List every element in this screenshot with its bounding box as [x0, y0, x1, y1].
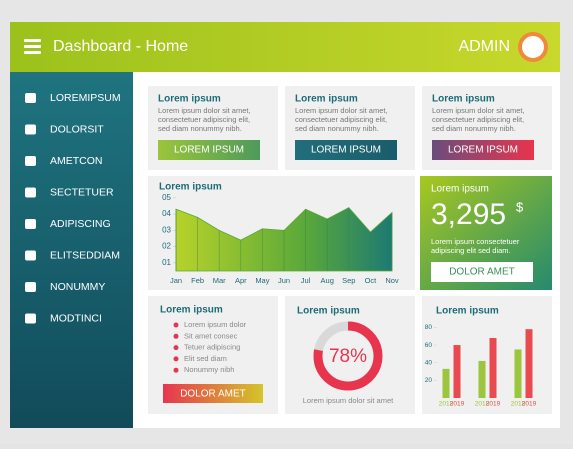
card-text: Lorem ipsum dolor sit amet, [295, 106, 388, 115]
card-text: sed diam nonummy nibh. [295, 124, 379, 133]
card-title: Lorem ipsum [158, 94, 221, 105]
x-tick-label: Nov [385, 276, 399, 285]
gauge-card [285, 296, 415, 414]
menu-item[interactable]: ELITSEDDIAM [50, 249, 120, 261]
y-tick-label: 04 [162, 209, 171, 218]
stat-button-label[interactable]: DOLOR AMET [449, 267, 515, 278]
avatar[interactable] [518, 32, 548, 62]
card-title: Lorem ipsum [295, 94, 358, 105]
menu-icon [25, 93, 36, 103]
list-bullet [173, 345, 179, 351]
list-item: Nonummy nibh [184, 365, 234, 374]
list-button-label[interactable]: DOLOR AMET [180, 389, 246, 400]
y-tick-label: 40 [425, 359, 433, 366]
list-item: Sit amet consec [184, 331, 238, 340]
stat-unit: $ [516, 199, 524, 214]
x-tick-label: Sep [342, 276, 355, 285]
x-tick-label: 2018 [511, 401, 526, 408]
card-text: sed diam nonummy nibh. [432, 124, 516, 133]
card-text: consectetuer adipiscing elit, [158, 115, 250, 124]
y-tick-label: 02 [162, 242, 171, 251]
card-button[interactable] [158, 140, 260, 160]
bar [489, 338, 497, 398]
x-tick-label: 2019 [486, 401, 501, 408]
card-button-label[interactable]: LOREM IPSUM [311, 145, 381, 156]
menu-item[interactable]: ADIPISCING [50, 218, 111, 230]
menu-icon[interactable] [24, 39, 41, 54]
list-bullet [173, 367, 179, 373]
stat-button[interactable] [431, 262, 533, 282]
stat-title: Lorem ipsum [431, 184, 489, 195]
gauge-arc [313, 321, 383, 391]
chart-title: Lorem ipsum [436, 306, 499, 317]
card-button-label[interactable]: LOREM IPSUM [174, 145, 244, 156]
list-item: Lorem ipsum dolor [184, 320, 247, 329]
gauge-label: 78% [329, 346, 367, 367]
menu-item[interactable]: NONUMMY [50, 281, 105, 293]
bar [478, 360, 486, 398]
list-bullet [173, 333, 179, 339]
chart-title: Lorem ipsum [159, 182, 222, 193]
card-title: Lorem ipsum [432, 94, 495, 105]
x-tick-label: 2018 [439, 401, 454, 408]
menu-icon [25, 124, 36, 135]
x-tick-label: Oct [365, 276, 378, 285]
x-tick-label: Feb [191, 276, 204, 285]
card-button[interactable] [432, 140, 534, 160]
menu-icon [25, 250, 36, 261]
bar [453, 345, 461, 398]
stat-text: Lorem ipsum consectetuer [431, 237, 520, 246]
list-button[interactable] [163, 384, 263, 403]
y-tick-label: 05 [162, 193, 171, 202]
card-button-label[interactable]: LOREM IPSUM [448, 145, 518, 156]
x-tick-label: Apr [235, 276, 247, 285]
menu-icon [25, 313, 36, 324]
menu-item[interactable]: LOREMIPSUM [50, 92, 121, 104]
x-tick-label: Aug [321, 276, 334, 285]
list-title: Lorem ipsum [160, 305, 223, 316]
x-tick-label: 2018 [475, 401, 490, 408]
y-tick-label: 60 [425, 342, 433, 349]
bar [514, 349, 522, 398]
menu-item[interactable]: SECTETUER [50, 186, 114, 198]
menu-icon [25, 282, 36, 292]
menu-item[interactable]: DOLORSIT [50, 123, 104, 135]
x-tick-label: Jul [301, 276, 311, 285]
menu-icon [25, 156, 36, 166]
menu-icon [25, 187, 36, 198]
card-text: Lorem ipsum dolor sit amet, [158, 106, 251, 115]
list-bullet [173, 322, 179, 328]
header [10, 22, 560, 72]
gauge-caption: Lorem ipsum dolor sit amet [303, 396, 394, 405]
chart-title: Lorem ipsum [297, 306, 360, 317]
card-text: consectetuer adipiscing elit, [432, 115, 524, 124]
list-item: Tetuer adipiscing [184, 343, 240, 352]
list-bullet [173, 356, 179, 362]
card-button[interactable] [295, 140, 397, 160]
x-tick-label: Jan [170, 276, 182, 285]
x-tick-label: 2019 [522, 401, 537, 408]
x-tick-label: 2019 [450, 401, 465, 408]
x-tick-label: Mar [213, 276, 226, 285]
y-tick-label: 20 [425, 377, 433, 384]
menu-icon [25, 219, 36, 229]
card-text: consectetuer adipiscing elit, [295, 115, 387, 124]
list-item: Elit sed diam [184, 354, 227, 363]
stat-value: 3,295 [431, 198, 506, 231]
x-tick-label: May [255, 276, 269, 285]
stat-text: adipiscing elit sed diam. [431, 246, 511, 255]
user-name[interactable]: ADMIN [458, 38, 510, 55]
y-tick-label: 03 [162, 225, 171, 234]
x-tick-label: Jun [278, 276, 290, 285]
card-text: sed diam nonummy nibh. [158, 124, 242, 133]
menu-item[interactable]: MODTINCI [50, 312, 102, 324]
header-title: Dashboard - Home [53, 38, 188, 55]
menu-item[interactable]: AMETCON [50, 155, 103, 167]
card-text: Lorem ipsum dolor sit amet, [432, 106, 525, 115]
y-tick-label: 01 [162, 258, 171, 267]
bar [525, 329, 533, 398]
bar [442, 368, 450, 398]
y-tick-label: 80 [425, 324, 433, 331]
